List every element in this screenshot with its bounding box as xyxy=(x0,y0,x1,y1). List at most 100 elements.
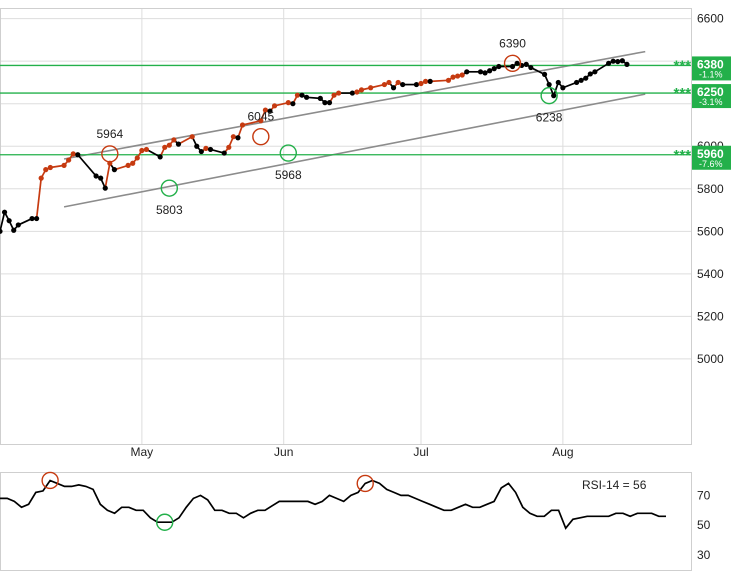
y-tick-label: 5400 xyxy=(697,267,724,281)
price-point xyxy=(413,81,420,88)
price-point xyxy=(134,155,140,161)
price-point xyxy=(130,160,136,166)
price-point xyxy=(125,162,131,168)
price-point xyxy=(11,227,17,233)
price-point xyxy=(496,63,502,70)
price-segment xyxy=(77,154,97,177)
price-point xyxy=(395,79,401,86)
price-point xyxy=(111,167,118,173)
swing-label: 6045 xyxy=(247,110,274,124)
price-point xyxy=(427,78,433,84)
price-point xyxy=(75,152,81,158)
price-point xyxy=(102,185,108,191)
channel-line xyxy=(63,50,646,160)
price-series xyxy=(0,58,630,234)
price-point xyxy=(482,70,488,76)
price-point xyxy=(93,173,99,179)
price-point xyxy=(271,103,278,109)
price-point xyxy=(139,147,145,154)
price-point xyxy=(262,107,269,113)
price-point xyxy=(207,146,214,153)
price-point xyxy=(29,215,35,222)
price-point xyxy=(418,80,424,87)
price-point xyxy=(555,79,561,86)
price-point xyxy=(523,61,529,67)
level-stars: *** xyxy=(673,85,691,102)
price-point xyxy=(326,100,333,106)
price-point xyxy=(299,92,305,98)
price-point xyxy=(70,151,76,157)
price-point xyxy=(157,154,163,160)
price-segment xyxy=(178,135,193,145)
level-percent: -1.1% xyxy=(699,69,723,79)
price-point xyxy=(400,81,406,88)
price-point xyxy=(189,134,195,140)
swing-label: 5964 xyxy=(96,127,123,141)
price-point xyxy=(459,72,465,78)
rsi-label: RSI-14 = 56 xyxy=(582,478,647,492)
level-stars: *** xyxy=(673,147,691,164)
level-stars: *** xyxy=(673,57,691,74)
level-value: 6250 xyxy=(697,85,724,99)
y-tick-label: 6600 xyxy=(697,12,724,26)
price-point xyxy=(477,69,484,75)
price-segment xyxy=(35,178,43,219)
rsi-overbought-marker xyxy=(41,471,59,490)
price-point xyxy=(258,118,264,124)
price-point xyxy=(487,68,493,74)
price-point xyxy=(450,74,456,80)
level-badge xyxy=(692,56,731,81)
price-point xyxy=(171,137,177,143)
price-segment xyxy=(0,211,6,232)
x-tick-label: Aug xyxy=(552,445,573,459)
price-point xyxy=(304,94,310,100)
price-point xyxy=(15,222,21,228)
rsi-line xyxy=(0,479,666,530)
x-tick-label: Jun xyxy=(274,445,293,459)
price-point xyxy=(230,134,236,140)
rsi-axis: 70 50 30 xyxy=(697,488,711,562)
price-point xyxy=(6,218,12,224)
y-tick-label: 5800 xyxy=(697,182,724,196)
price-point xyxy=(514,60,520,66)
date-axis: May Jun Jul Aug xyxy=(131,445,574,459)
price-point xyxy=(422,78,429,84)
price-point xyxy=(445,77,452,83)
price-point xyxy=(162,144,168,150)
x-tick-label: May xyxy=(131,445,154,459)
price-point xyxy=(610,58,616,64)
level-badge xyxy=(692,145,731,170)
price-point xyxy=(551,93,557,99)
price-point xyxy=(541,71,548,77)
swing-label: 5968 xyxy=(275,168,302,182)
price-point xyxy=(175,141,182,147)
price-point xyxy=(194,143,200,149)
price-point xyxy=(560,85,566,91)
price-point xyxy=(38,175,44,181)
price-point xyxy=(358,87,365,93)
price-point xyxy=(294,92,301,98)
price-point xyxy=(528,64,534,71)
price-segment xyxy=(242,119,262,126)
swing-low-marker xyxy=(279,144,297,162)
price-point xyxy=(592,69,598,75)
price-point xyxy=(381,81,387,88)
price-point xyxy=(203,145,209,151)
swing-low-marker xyxy=(160,179,179,197)
rsi-tick-label: 50 xyxy=(697,518,711,532)
swing-label: 5803 xyxy=(156,203,183,217)
price-point xyxy=(455,73,461,79)
price-point xyxy=(267,108,273,114)
rsi-tick-label: 30 xyxy=(697,548,711,562)
price-point xyxy=(43,167,49,173)
price-point xyxy=(331,92,337,98)
price-point xyxy=(290,101,296,107)
price-point xyxy=(226,144,232,150)
level-value: 5960 xyxy=(697,147,724,161)
price-point xyxy=(98,175,104,181)
price-point xyxy=(390,85,397,91)
price-point xyxy=(317,95,323,101)
y-tick-label: 5600 xyxy=(697,224,724,238)
level-percent: -7.6% xyxy=(699,159,723,169)
swing-label: 6238 xyxy=(536,111,563,125)
